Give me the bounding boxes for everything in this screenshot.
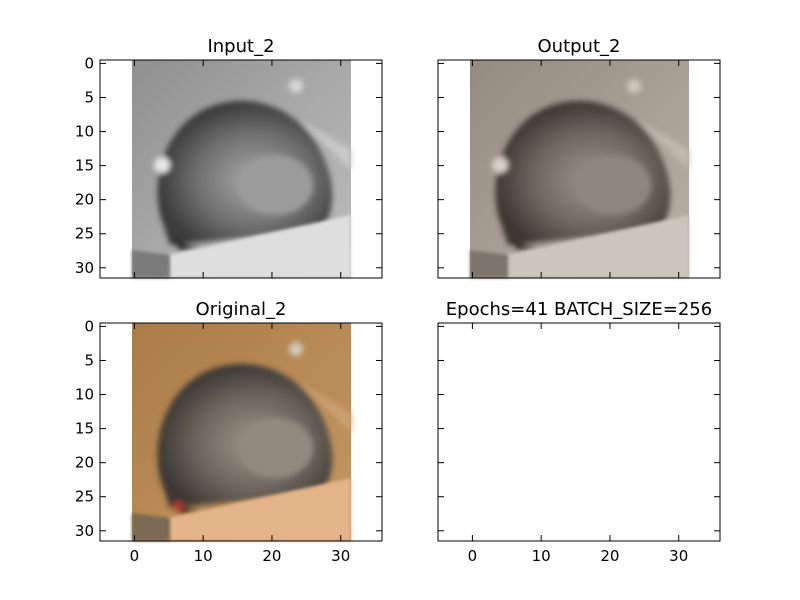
x-tick-label: 20 (262, 547, 281, 565)
y-tick-label: 0 (84, 54, 94, 72)
subplot-output (470, 60, 689, 278)
y-tick-label: 20 (75, 191, 94, 209)
y-tick-label: 25 (75, 225, 94, 243)
x-tick-label: 20 (600, 547, 619, 565)
subplot-original (132, 323, 351, 541)
subplot-title-input: Input_2 (207, 36, 274, 57)
y-tick-label: 15 (75, 157, 94, 175)
x-tick-label: 10 (532, 547, 551, 565)
axes-frame-input (99, 59, 383, 279)
subplot-input (132, 60, 351, 278)
y-tick-label: 25 (75, 488, 94, 506)
x-tick-label: 0 (468, 547, 478, 565)
cat-image-original (132, 323, 351, 541)
subplot-title-empty: Epochs=41 BATCH_SIZE=256 (446, 299, 712, 320)
cat-image-grayscale (132, 60, 351, 278)
subplot-title-original: Original_2 (196, 299, 287, 320)
axes-frame-output (437, 59, 721, 279)
y-tick-label: 5 (84, 351, 94, 369)
x-tick-label: 0 (130, 547, 140, 565)
axes-layer: Input_2 0 5 10 15 20 25 30 Output_2 Original_2 0 10… (75, 36, 721, 565)
y-tick-label: 5 (84, 88, 94, 106)
y-tick-label: 30 (75, 259, 94, 277)
axes-frame-original (99, 322, 383, 542)
y-tick-label: 0 (84, 317, 94, 335)
x-tick-label: 10 (194, 547, 213, 565)
y-tick-label: 10 (75, 123, 94, 141)
y-tick-label: 20 (75, 454, 94, 472)
subplot-title-output: Output_2 (538, 36, 621, 57)
x-tick-label: 30 (669, 547, 688, 565)
x-tick-label: 30 (331, 547, 350, 565)
cat-image-output (470, 60, 689, 278)
y-tick-label: 10 (75, 386, 94, 404)
y-tick-label: 30 (75, 522, 94, 540)
axes-frame-empty (437, 322, 721, 542)
y-tick-label: 15 (75, 420, 94, 438)
